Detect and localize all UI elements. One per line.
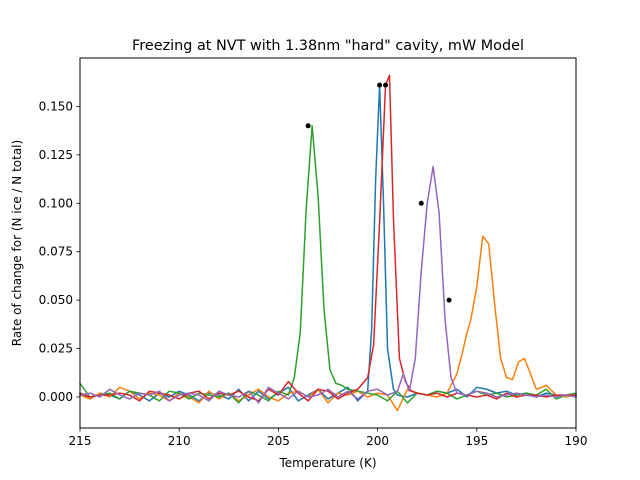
marker-layer [305, 82, 452, 303]
series-line-4 [79, 74, 577, 402]
y-tick-label: 0.100 [39, 196, 73, 210]
x-tick-label: 215 [69, 434, 92, 448]
x-tick-label: 205 [267, 434, 290, 448]
chart-title: Freezing at NVT with 1.38nm "hard" cavit… [132, 38, 524, 54]
x-tick-label: 210 [168, 434, 191, 448]
x-axis: 215 210 205 200 195 190 [69, 428, 588, 448]
x-tick-label: 190 [565, 434, 588, 448]
axes-frame [79, 57, 577, 429]
y-tick-label: 0.150 [39, 99, 73, 113]
y-tick-label: 0.125 [39, 148, 73, 162]
y-axis: 0.000 0.025 0.050 0.075 0.100 0.125 0.150 [39, 99, 80, 404]
y-tick-label: 0.050 [39, 293, 73, 307]
peak-marker [377, 82, 383, 88]
series-layer [78, 74, 577, 412]
x-tick-label: 195 [465, 434, 488, 448]
series-line-5 [79, 165, 577, 404]
peak-marker [418, 200, 424, 206]
peak-marker [383, 82, 389, 88]
peak-marker [446, 297, 452, 303]
y-tick-label: 0.025 [39, 342, 73, 356]
x-axis-title: Temperature (K) [278, 456, 376, 470]
plot-area [78, 57, 577, 429]
series-line-1 [78, 84, 577, 402]
peak-marker [305, 123, 311, 129]
x-tick-label: 200 [366, 434, 389, 448]
y-tick-label: 0.075 [39, 245, 73, 259]
y-axis-title: Rate of change for (N ice / N total) [10, 140, 24, 346]
y-tick-label: 0.000 [39, 390, 73, 404]
